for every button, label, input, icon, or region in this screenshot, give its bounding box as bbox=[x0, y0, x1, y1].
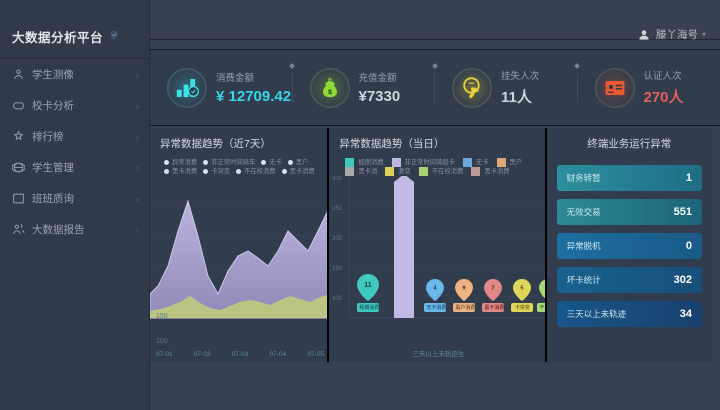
svg-text:5: 5 bbox=[521, 286, 524, 292]
svg-text:7: 7 bbox=[492, 286, 495, 292]
svg-text:11: 11 bbox=[365, 282, 373, 289]
svg-text:9: 9 bbox=[463, 286, 466, 292]
svg-text:$: $ bbox=[328, 88, 332, 95]
